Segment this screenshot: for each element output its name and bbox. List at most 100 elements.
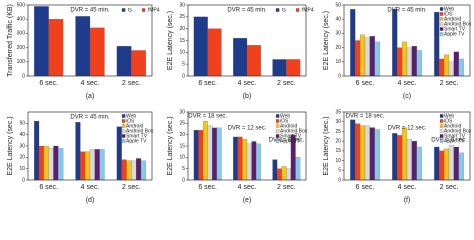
legend-swatch — [439, 7, 444, 11]
legend-swatch — [275, 114, 280, 118]
y-tick-label: 30 — [19, 143, 25, 149]
bar — [369, 36, 375, 77]
bar — [136, 158, 142, 181]
bar — [193, 16, 208, 77]
annotation: DVR = 45 min. — [227, 8, 267, 14]
y-tick-label: 200 — [17, 45, 26, 51]
y-tick-label: 10 — [179, 50, 185, 56]
x-tick-label: 4 sec. — [81, 80, 100, 87]
bar — [406, 47, 413, 77]
y-tick-label: 25 — [179, 121, 185, 127]
annotation: DVR = 12 sec. — [228, 126, 267, 132]
caption: (d) — [86, 197, 95, 204]
legend-swatch — [121, 114, 126, 118]
bar — [286, 59, 301, 77]
x-tick-label: 2 sec. — [122, 184, 141, 191]
caption: (f) — [404, 197, 411, 204]
annotation: DVR = 18 sec. — [188, 114, 227, 120]
bar — [75, 122, 81, 181]
y-tick-label: 10 — [19, 166, 25, 172]
annotation: DVR = 6 sec. — [269, 138, 305, 144]
y-tick-label: 500 — [17, 2, 26, 8]
x-tick-label: 4 sec. — [81, 184, 100, 191]
legend-swatch — [439, 12, 444, 16]
bar — [121, 159, 127, 181]
legend-label: Smart TV — [444, 26, 466, 32]
legend-label: iOS — [126, 118, 135, 124]
annotation: DVR = 45 min. — [70, 8, 110, 14]
legend-label: iOS — [280, 118, 289, 124]
annotation: DVR = 18 sec. — [346, 114, 385, 120]
legend-label: ts — [282, 7, 286, 13]
legend-swatch — [121, 139, 126, 143]
legend-swatch — [275, 139, 280, 143]
bar — [444, 148, 450, 181]
bar — [34, 120, 40, 181]
bar — [38, 145, 44, 181]
bar — [207, 28, 222, 77]
y-tick-label: 20 — [19, 155, 25, 161]
bar — [360, 34, 366, 77]
y-tick-label: 10 — [335, 59, 341, 65]
bar — [75, 16, 91, 77]
bar — [233, 136, 238, 181]
legend-label: Android — [280, 123, 297, 129]
legend-label: Web — [444, 113, 454, 119]
legend-label: Web — [444, 6, 454, 12]
bar — [126, 160, 132, 181]
bar — [272, 59, 287, 77]
legend-label: Android Box — [444, 128, 472, 134]
y-tick-label: 20 — [335, 45, 341, 51]
x-tick-label: 6 sec. — [39, 80, 58, 87]
legend-label: Apple TV — [444, 31, 465, 37]
y-tick-label: 0 — [22, 73, 25, 79]
bar — [281, 166, 287, 181]
y-tick-label: 15 — [179, 143, 185, 149]
bar — [411, 46, 417, 77]
bar — [416, 146, 422, 181]
x-tick-label: 6 sec. — [198, 184, 217, 191]
y-axis-label: E2E Latency (sec.) — [167, 116, 174, 175]
x-tick-label: 6 sec. — [356, 184, 375, 191]
legend-swatch — [439, 114, 444, 118]
bar — [116, 126, 122, 181]
caption: (a) — [86, 93, 95, 100]
legend-swatch — [275, 119, 280, 123]
y-tick-label: 0 — [22, 177, 25, 183]
legend-label: Apple TV — [126, 138, 147, 144]
legend-label: iOS — [444, 11, 453, 17]
bar — [256, 143, 261, 181]
y-tick-label: 30 — [335, 31, 341, 37]
legend-swatch — [275, 8, 280, 12]
legend-swatch — [439, 32, 444, 36]
y-tick-label: 30 — [335, 119, 341, 125]
y-tick-label: 50 — [335, 2, 341, 8]
y-axis-label: Transferred Traffic (KB) — [7, 4, 14, 77]
plot-frame — [27, 4, 153, 77]
legend-swatch — [439, 119, 444, 123]
legend-label: Web — [126, 113, 136, 119]
bar — [439, 150, 445, 181]
y-tick-label: 20 — [179, 132, 185, 138]
bar — [453, 146, 459, 181]
legend-swatch — [275, 124, 280, 128]
legend-label: Android Box — [444, 21, 472, 27]
legend-swatch — [121, 129, 126, 133]
y-axis-label: E2E Latency (sec.) — [323, 11, 330, 70]
bar — [360, 125, 366, 181]
y-tick-label: 300 — [17, 31, 26, 37]
bar — [397, 135, 403, 181]
bar — [458, 58, 464, 77]
bar — [207, 125, 213, 181]
x-tick-label: 2 sec. — [277, 184, 296, 191]
legend-label: Smart TV — [126, 133, 148, 139]
legend-label: Android — [126, 123, 143, 129]
bar — [392, 9, 398, 77]
x-tick-label: 2 sec. — [440, 184, 459, 191]
bar — [458, 152, 464, 181]
y-tick-label: 15 — [179, 38, 185, 44]
bar — [350, 9, 356, 77]
bar — [374, 129, 380, 181]
y-tick-label: 25 — [335, 129, 341, 135]
